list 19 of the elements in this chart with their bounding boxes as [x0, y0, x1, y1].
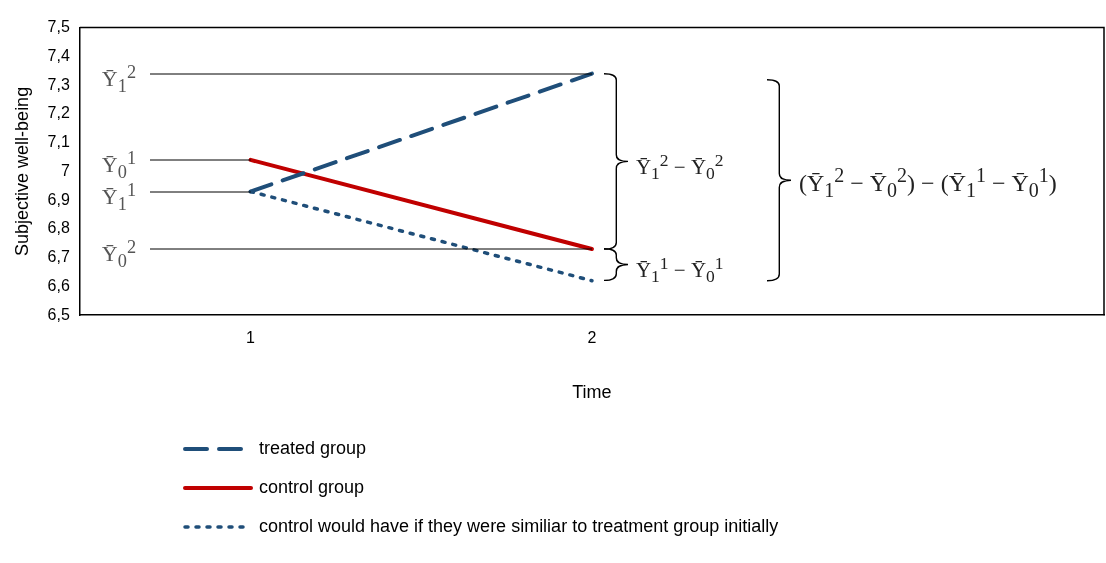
y-tick-label: 7,5 [47, 18, 70, 36]
x-tick-label: 2 [587, 329, 597, 347]
y-tick-label: 6,8 [47, 219, 70, 237]
y-tick-label: 6,9 [47, 190, 70, 208]
y-tick-label: 7,2 [47, 104, 70, 122]
y-tick-label: 6,6 [47, 276, 70, 294]
y-tick-label: 7,3 [47, 75, 70, 93]
y-tick-label: 6,5 [47, 305, 70, 323]
y-tick-label: 7,4 [47, 46, 70, 64]
y-tick-label: 6,7 [47, 248, 70, 266]
y-tick-label: 7 [60, 161, 70, 179]
legend-label: treated group [259, 438, 367, 459]
legend-label: control group [259, 477, 365, 498]
x-axis-title: Time [572, 382, 612, 403]
x-tick-label: 1 [246, 329, 256, 347]
y-axis-title: Subjective well-being [11, 86, 32, 256]
legend-label: control would have if they were similiar to treatment group initially [259, 516, 779, 537]
text: (Ȳ$_{1}$$^{2}$ − Ȳ$_{0}$$^{2}$) − (Ȳ$_{1}$$^{1}$ − Ȳ$_{0}$$^{1}$) [798, 164, 1057, 201]
y-tick-label: 7,1 [47, 133, 70, 151]
